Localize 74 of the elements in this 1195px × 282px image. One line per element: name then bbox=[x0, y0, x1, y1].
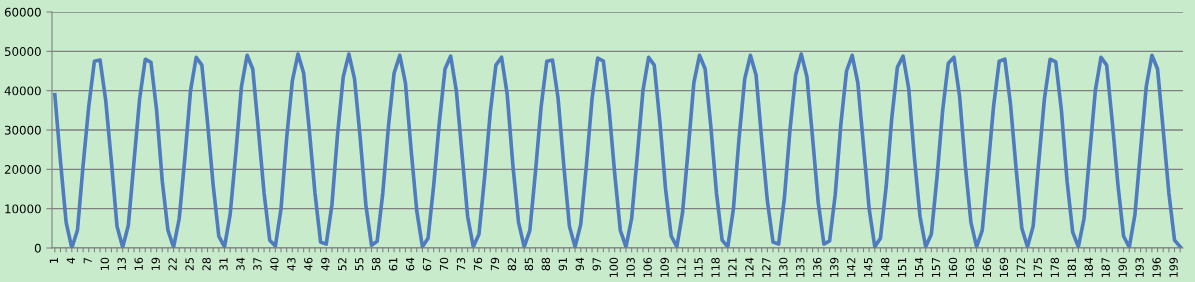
x-tick-label: 100 bbox=[609, 257, 618, 278]
x-tick-label: 124 bbox=[745, 257, 754, 278]
x-tick-label: 82 bbox=[507, 258, 517, 271]
x-tick-label: 154 bbox=[915, 257, 924, 278]
y-tick-label: 40000 bbox=[4, 86, 41, 96]
x-tick-label: 157 bbox=[931, 257, 941, 278]
x-tick-label: 58 bbox=[371, 257, 381, 271]
y-tick-label: 10000 bbox=[5, 204, 41, 214]
x-tick-label: 148 bbox=[880, 257, 890, 278]
x-tick-label: 166 bbox=[982, 257, 992, 278]
x-tick-label: 43 bbox=[287, 257, 296, 271]
x-tick-label: 22 bbox=[168, 258, 177, 271]
x-tick-label: 52 bbox=[338, 258, 347, 271]
x-tick-label: 10 bbox=[100, 257, 109, 270]
x-tick-label: 61 bbox=[388, 258, 398, 271]
x-tick-label: 181 bbox=[1067, 258, 1076, 278]
x-tick-label: 106 bbox=[643, 257, 652, 278]
x-tick-label: 103 bbox=[626, 257, 635, 278]
x-tick-label: 4 bbox=[66, 257, 75, 264]
x-tick-label: 70 bbox=[439, 257, 449, 271]
y-tick-label: 60000 bbox=[4, 7, 41, 17]
x-tick-label: 133 bbox=[796, 257, 805, 278]
x-tick-label: 46 bbox=[304, 257, 313, 271]
x-tick-label: 67 bbox=[422, 257, 432, 271]
x-tick-label: 163 bbox=[965, 257, 975, 278]
x-tick-label: 190 bbox=[1118, 257, 1127, 278]
x-tick-label: 187 bbox=[1101, 257, 1110, 278]
x-tick-label: 142 bbox=[847, 258, 856, 278]
x-tick-label: 79 bbox=[490, 257, 500, 271]
x-tick-label: 112 bbox=[677, 258, 686, 278]
x-tick-label: 127 bbox=[762, 257, 771, 278]
x-tick-label: 64 bbox=[405, 257, 415, 271]
x-tick-label: 31 bbox=[219, 258, 228, 271]
x-tick-label: 1 bbox=[49, 258, 58, 263]
x-tick-label: 184 bbox=[1084, 257, 1093, 278]
x-tick-label: 178 bbox=[1050, 257, 1059, 278]
x-tick-label: 73 bbox=[456, 257, 466, 271]
x-tick-label: 88 bbox=[541, 257, 551, 271]
x-tick-label: 169 bbox=[999, 257, 1009, 278]
x-tick-label: 199 bbox=[1169, 257, 1178, 278]
x-tick-label: 196 bbox=[1152, 257, 1161, 278]
x-tick-label: 139 bbox=[830, 257, 839, 278]
x-tick-label: 76 bbox=[473, 257, 483, 271]
x-tick-label: 97 bbox=[592, 257, 601, 271]
y-tick-label: 30000 bbox=[4, 125, 41, 135]
x-tick-label: 34 bbox=[236, 257, 245, 271]
x-tick-label: 160 bbox=[948, 257, 958, 278]
y-tick-label: 50000 bbox=[4, 47, 41, 56]
x-tick-label: 94 bbox=[575, 257, 584, 271]
x-tick-label: 109 bbox=[660, 257, 669, 278]
x-tick-label: 91 bbox=[558, 258, 567, 271]
y-tick-label: 0 bbox=[34, 243, 41, 253]
x-tick-label: 121 bbox=[728, 258, 737, 278]
x-tick-label: 115 bbox=[694, 258, 703, 278]
x-tick-label: 130 bbox=[779, 257, 788, 278]
y-tick-label: 20000 bbox=[4, 165, 41, 174]
x-tick-label: 118 bbox=[711, 257, 720, 278]
x-tick-label: 136 bbox=[813, 257, 822, 278]
x-tick-label: 172 bbox=[1016, 258, 1025, 278]
x-tick-label: 49 bbox=[321, 257, 330, 271]
x-tick-label: 175 bbox=[1033, 258, 1043, 278]
x-tick-label: 193 bbox=[1135, 257, 1144, 278]
x-tick-label: 19 bbox=[151, 257, 160, 270]
x-tick-label: 25 bbox=[185, 258, 194, 271]
x-tick-label: 55 bbox=[355, 258, 364, 271]
x-tick-label: 16 bbox=[134, 257, 143, 270]
x-tick-label: 85 bbox=[524, 258, 534, 271]
x-tick-label: 28 bbox=[202, 257, 211, 271]
x-tick-label: 145 bbox=[864, 258, 873, 278]
x-tick-label: 40 bbox=[270, 257, 279, 271]
x-tick-label: 151 bbox=[898, 258, 907, 278]
x-tick-label: 37 bbox=[253, 257, 262, 271]
x-tick-label: 13 bbox=[117, 257, 126, 270]
x-tick-label: 7 bbox=[83, 257, 92, 264]
